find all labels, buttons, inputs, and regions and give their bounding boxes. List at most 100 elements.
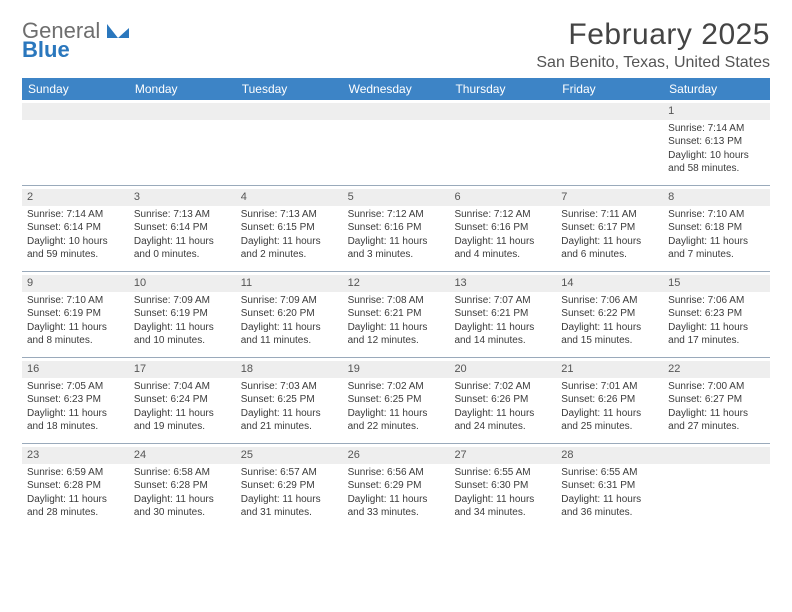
logo-mark-icon [107,24,129,43]
day-number-row: 4 [236,189,343,206]
sunset-text: Sunset: 6:25 PM [348,393,445,407]
daylight-text: Daylight: 11 hours and 34 minutes. [454,493,551,520]
day-number-row: 16 [22,361,129,378]
sunrise-text: Sunrise: 7:09 AM [134,294,231,308]
day-cell: 8Sunrise: 7:10 AMSunset: 6:18 PMDaylight… [663,186,770,271]
day-number: 14 [561,277,573,289]
day-number: 13 [454,277,466,289]
day-cell: 14 Sunrise: 7:06 AMSunset: 6:22 PMDayligh… [556,272,663,357]
sunset-text: Sunset: 6:23 PM [668,307,765,321]
location: San Benito, Texas, United States [536,54,770,72]
day-cell: 12Sunrise: 7:08 AMSunset: 6:21 PMDayligh… [343,272,450,357]
sunrise-text: Sunrise: 7:03 AM [241,380,338,394]
sunrise-text: Sunrise: 7:11 AM [561,208,658,222]
daylight-text: Daylight: 11 hours and 19 minutes. [134,407,231,434]
daylight-text: Daylight: 11 hours and 18 minutes. [27,407,124,434]
day-cell: 10Sunrise: 7:09 AMSunset: 6:19 PMDayligh… [129,272,236,357]
day-number-row: 12 [343,275,450,292]
day-cell: 9Sunrise: 7:10 AMSunset: 6:19 PMDaylight… [22,272,129,357]
sunrise-text: Sunrise: 7:08 AM [348,294,445,308]
sunrise-text: Sunrise: 7:06 AM [561,294,658,308]
day-number-row: 11 [236,275,343,292]
day-number: 26 [348,449,360,461]
day-number-row: 23 [22,447,129,464]
daylight-text: Daylight: 11 hours and 2 minutes. [241,235,338,262]
sunrise-text: Sunrise: 6:55 AM [561,466,658,480]
sunset-text: Sunset: 6:26 PM [561,393,658,407]
weekday-header: Monday [129,78,236,100]
day-number-row: . [663,447,770,464]
day-number: 27 [454,449,466,461]
sunset-text: Sunset: 6:29 PM [348,479,445,493]
day-number-row: 3 [129,189,236,206]
daylight-text: Daylight: 11 hours and 11 minutes. [241,321,338,348]
daylight-text: Daylight: 11 hours and 25 minutes. [561,407,658,434]
day-number: 21 [561,363,573,375]
day-number-row: 2 [22,189,129,206]
week-row: 16Sunrise: 7:05 AMSunset: 6:23 PMDayligh… [22,358,770,444]
day-number: 3 [134,191,140,203]
day-number-row: 7 [556,189,663,206]
sunrise-text: Sunrise: 7:07 AM [454,294,551,308]
daylight-text: Daylight: 11 hours and 7 minutes. [668,235,765,262]
sunrise-text: Sunrise: 7:14 AM [668,122,765,136]
day-number: 25 [241,449,253,461]
daylight-text: Daylight: 11 hours and 14 minutes. [454,321,551,348]
day-number-row: 17 [129,361,236,378]
sunset-text: Sunset: 6:28 PM [134,479,231,493]
day-cell: 13Sunrise: 7:07 AMSunset: 6:21 PMDayligh… [449,272,556,357]
day-cell: 22Sunrise: 7:00 AMSunset: 6:27 PMDayligh… [663,358,770,443]
sunset-text: Sunset: 6:29 PM [241,479,338,493]
sunrise-text: Sunrise: 7:10 AM [668,208,765,222]
sunrise-text: Sunrise: 7:04 AM [134,380,231,394]
weekday-header: Tuesday [236,78,343,100]
weekday-header-row: Sunday Monday Tuesday Wednesday Thursday… [22,78,770,100]
daylight-text: Daylight: 11 hours and 17 minutes. [668,321,765,348]
day-number-row: . [22,103,129,120]
calendar: Sunday Monday Tuesday Wednesday Thursday… [22,78,770,530]
sunrise-text: Sunrise: 6:59 AM [27,466,124,480]
day-number: 19 [348,363,360,375]
sunset-text: Sunset: 6:22 PM [561,307,658,321]
day-cell: 21Sunrise: 7:01 AMSunset: 6:26 PMDayligh… [556,358,663,443]
sunrise-text: Sunrise: 7:12 AM [454,208,551,222]
day-cell: 19Sunrise: 7:02 AMSunset: 6:25 PMDayligh… [343,358,450,443]
sunrise-text: Sunrise: 7:10 AM [27,294,124,308]
sunset-text: Sunset: 6:14 PM [27,221,124,235]
day-number-row: 20 [449,361,556,378]
day-number-row: 26 [343,447,450,464]
sunset-text: Sunset: 6:27 PM [668,393,765,407]
daylight-text: Daylight: 11 hours and 0 minutes. [134,235,231,262]
day-number-row: 25 [236,447,343,464]
day-cell: . [129,100,236,185]
day-cell: 26Sunrise: 6:56 AMSunset: 6:29 PMDayligh… [343,444,450,530]
day-cell: 28Sunrise: 6:55 AMSunset: 6:31 PMDayligh… [556,444,663,530]
day-number: 4 [241,191,247,203]
sunrise-text: Sunrise: 7:02 AM [454,380,551,394]
day-cell: . [449,100,556,185]
day-number-row: . [129,103,236,120]
daylight-text: Daylight: 11 hours and 15 minutes. [561,321,658,348]
daylight-text: Daylight: 10 hours and 59 minutes. [27,235,124,262]
sunset-text: Sunset: 6:23 PM [27,393,124,407]
sunset-text: Sunset: 6:19 PM [27,307,124,321]
day-number: 16 [27,363,39,375]
sunrise-text: Sunrise: 6:55 AM [454,466,551,480]
week-row: ......1Sunrise: 7:14 AMSunset: 6:13 PMDa… [22,100,770,186]
day-number-row: . [556,103,663,120]
sunrise-text: Sunrise: 7:13 AM [134,208,231,222]
day-number-row: 9 [22,275,129,292]
sunrise-text: Sunrise: 7:09 AM [241,294,338,308]
week-row: 2Sunrise: 7:14 AMSunset: 6:14 PMDaylight… [22,186,770,272]
header: General Blue February 2025 San Benito, T… [22,18,770,72]
day-number-row: 19 [343,361,450,378]
daylight-text: Daylight: 11 hours and 28 minutes. [27,493,124,520]
sunrise-text: Sunrise: 7:02 AM [348,380,445,394]
day-number-row: 10 [129,275,236,292]
sunset-text: Sunset: 6:28 PM [27,479,124,493]
day-number-row: 28 [556,447,663,464]
day-number: 2 [27,191,33,203]
sunrise-text: Sunrise: 7:05 AM [27,380,124,394]
daylight-text: Daylight: 11 hours and 36 minutes. [561,493,658,520]
day-number-row: 1 [663,103,770,120]
